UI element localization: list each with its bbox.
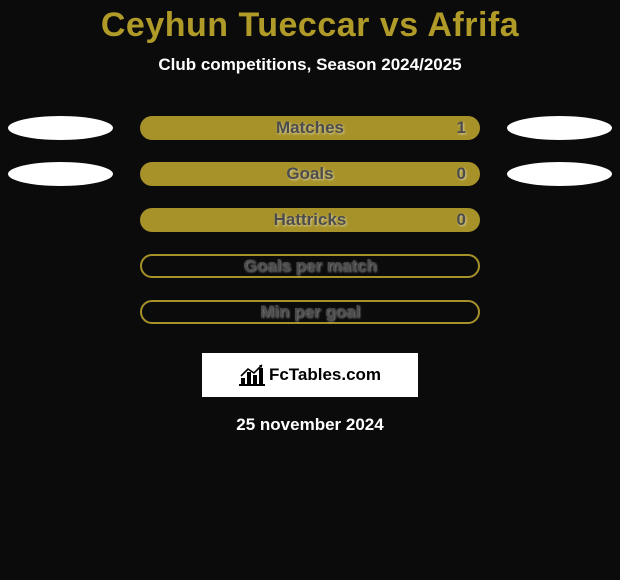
bar-row: Goals 0	[0, 151, 620, 197]
bar-outer: Min per goal	[140, 300, 480, 324]
player-left-ellipse	[8, 116, 113, 140]
bar-row: Matches 1	[0, 105, 620, 151]
bar-label: Goals	[286, 164, 333, 184]
page-subtitle: Club competitions, Season 2024/2025	[0, 55, 620, 75]
player-right-ellipse	[507, 116, 612, 140]
bar-row: Goals per match	[0, 243, 620, 289]
player-right-ellipse	[507, 162, 612, 186]
bar-outer: Goals 0	[140, 162, 480, 186]
bars-area: Matches 1 Goals 0 Hattricks 0 Goals per match M…	[0, 105, 620, 335]
player-left-ellipse	[8, 162, 113, 186]
bar-label: Matches	[276, 118, 344, 138]
bar-row: Hattricks 0	[0, 197, 620, 243]
bar-value-right: 1	[457, 118, 466, 138]
comparison-infographic: Ceyhun Tueccar vs Afrifa Club competitio…	[0, 0, 620, 580]
bar-label: Hattricks	[274, 210, 347, 230]
bar-value-right: 0	[457, 164, 466, 184]
bar-row: Min per goal	[0, 289, 620, 335]
bar-outer: Matches 1	[140, 116, 480, 140]
page-title: Ceyhun Tueccar vs Afrifa	[0, 0, 620, 45]
source-logo: FcTables.com	[202, 353, 418, 397]
bar-outer: Hattricks 0	[140, 208, 480, 232]
bar-outer: Goals per match	[140, 254, 480, 278]
bar-label: Min per goal	[260, 302, 360, 322]
bar-chart-icon	[239, 364, 265, 386]
footer-date: 25 november 2024	[0, 415, 620, 435]
bar-label: Goals per match	[243, 256, 376, 276]
logo-text: FcTables.com	[269, 365, 381, 385]
bar-value-right: 0	[457, 210, 466, 230]
